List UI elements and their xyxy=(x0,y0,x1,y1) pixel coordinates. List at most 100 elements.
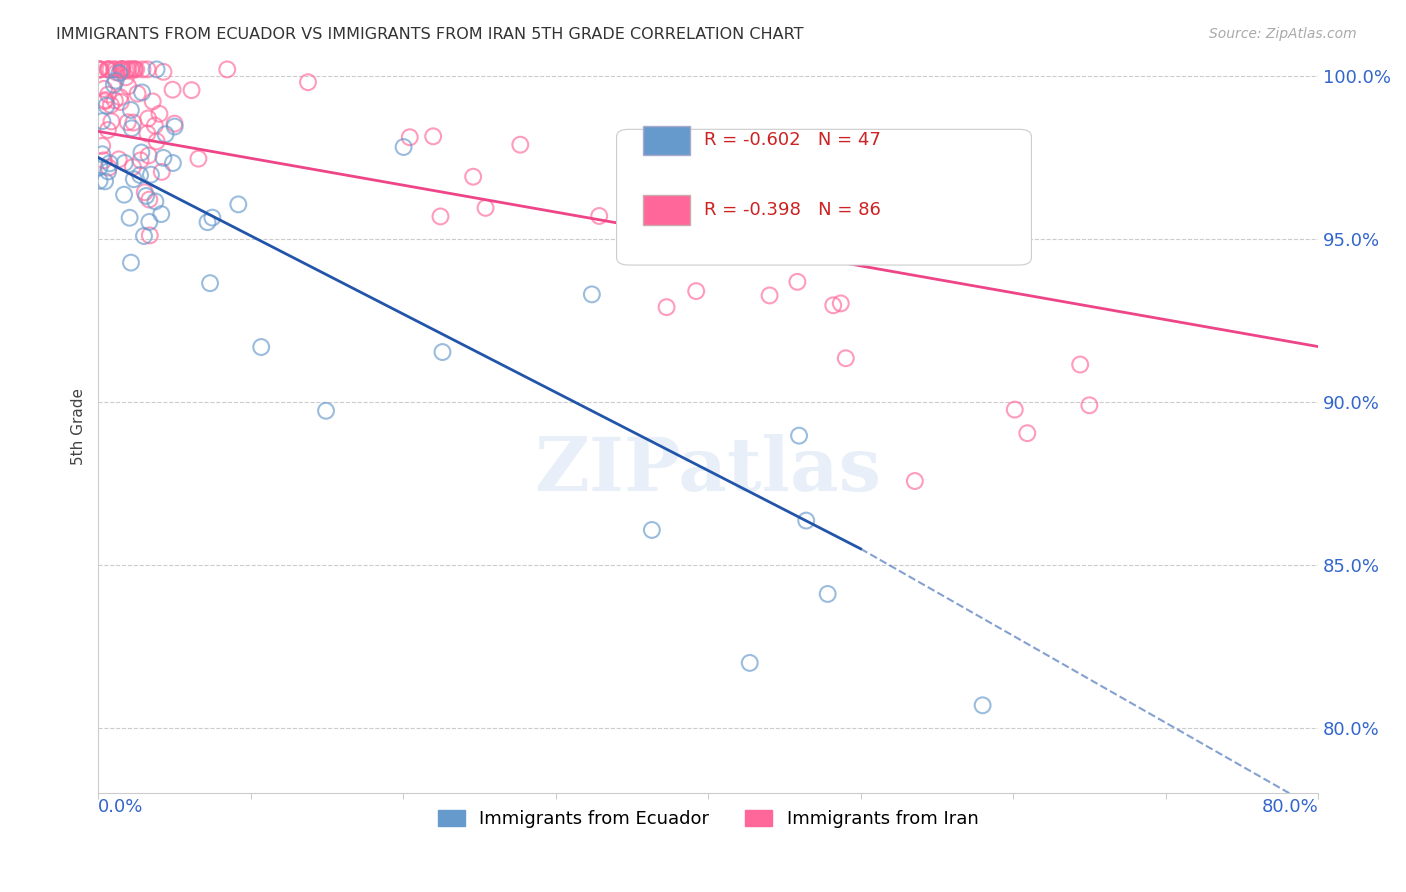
Point xyxy=(122,115,145,129)
Point xyxy=(152,151,174,165)
Point xyxy=(97,123,120,137)
Point xyxy=(89,160,111,174)
Point xyxy=(93,82,115,96)
Point xyxy=(422,129,444,144)
Point xyxy=(89,62,111,77)
Point xyxy=(100,62,122,77)
Point xyxy=(735,219,758,233)
Point xyxy=(787,428,810,442)
Point xyxy=(152,65,174,79)
Point xyxy=(104,73,127,87)
Point xyxy=(250,340,273,354)
Point xyxy=(904,474,927,488)
Point xyxy=(228,197,250,211)
Point xyxy=(91,147,114,161)
Text: IMMIGRANTS FROM ECUADOR VS IMMIGRANTS FROM IRAN 5TH GRADE CORRELATION CHART: IMMIGRANTS FROM ECUADOR VS IMMIGRANTS FR… xyxy=(56,27,804,42)
Point xyxy=(474,201,496,215)
Point xyxy=(105,65,128,79)
Point xyxy=(136,112,159,126)
Point xyxy=(145,194,167,209)
Point xyxy=(162,156,184,170)
Point xyxy=(131,145,153,160)
Point xyxy=(111,62,134,77)
Point xyxy=(114,63,136,78)
Text: 80.0%: 80.0% xyxy=(1261,798,1319,816)
Point xyxy=(398,130,420,145)
Point xyxy=(104,62,127,77)
Point xyxy=(748,234,770,248)
Point xyxy=(198,276,221,290)
Point xyxy=(655,300,678,314)
Y-axis label: 5th Grade: 5th Grade xyxy=(72,388,86,465)
Legend: Immigrants from Ecuador, Immigrants from Iran: Immigrants from Ecuador, Immigrants from… xyxy=(430,803,986,836)
Point xyxy=(758,288,780,302)
Point xyxy=(117,79,139,94)
Point xyxy=(830,296,852,310)
Point xyxy=(91,114,114,128)
Point xyxy=(111,62,134,77)
Point xyxy=(138,148,160,162)
Point xyxy=(1004,402,1026,417)
Text: Source: ZipAtlas.com: Source: ZipAtlas.com xyxy=(1209,27,1357,41)
Point xyxy=(463,169,485,184)
Point xyxy=(201,211,224,225)
Bar xyxy=(644,195,690,225)
Text: ZIPatlas: ZIPatlas xyxy=(534,434,882,507)
Point xyxy=(120,255,142,269)
Point xyxy=(315,404,337,418)
Point xyxy=(131,62,153,77)
Point xyxy=(111,62,134,77)
Point xyxy=(155,127,177,141)
Point xyxy=(823,298,845,312)
Point xyxy=(1069,358,1091,372)
Point xyxy=(100,98,122,112)
Point xyxy=(125,62,148,77)
Point xyxy=(392,140,415,154)
Point xyxy=(1078,398,1101,412)
Point xyxy=(108,66,131,80)
Point xyxy=(94,174,117,188)
Point xyxy=(120,62,142,77)
Point xyxy=(114,156,136,170)
Point xyxy=(132,229,155,244)
Point xyxy=(794,514,817,528)
Point xyxy=(107,153,129,167)
Point xyxy=(187,152,209,166)
Point xyxy=(110,62,132,77)
Point xyxy=(509,137,531,152)
Point xyxy=(1017,426,1039,441)
Point xyxy=(108,90,131,104)
Point xyxy=(120,103,142,117)
Point xyxy=(96,98,118,112)
Point xyxy=(103,78,125,92)
Point xyxy=(124,62,146,77)
Point xyxy=(641,523,664,537)
Text: R = -0.602   N = 47: R = -0.602 N = 47 xyxy=(704,131,882,149)
Point xyxy=(163,117,186,131)
Point xyxy=(110,62,132,77)
Point xyxy=(581,287,603,301)
Point xyxy=(93,153,115,168)
Point xyxy=(138,193,160,207)
Point xyxy=(432,345,454,359)
Point xyxy=(98,156,121,170)
Point xyxy=(134,186,156,200)
Point xyxy=(96,62,118,77)
Point xyxy=(972,698,994,713)
Point xyxy=(97,161,120,175)
Point xyxy=(118,211,141,225)
Point xyxy=(138,215,160,229)
Bar xyxy=(644,126,690,155)
Text: R = -0.398   N = 86: R = -0.398 N = 86 xyxy=(704,201,882,219)
Point xyxy=(588,209,610,223)
Point xyxy=(97,62,120,77)
Point xyxy=(150,207,173,221)
Point xyxy=(139,228,162,243)
Point xyxy=(163,120,186,134)
Point xyxy=(148,107,170,121)
Point xyxy=(135,189,157,203)
Point xyxy=(122,62,145,77)
Point xyxy=(145,135,167,149)
Point xyxy=(91,139,114,153)
Point xyxy=(131,86,153,100)
